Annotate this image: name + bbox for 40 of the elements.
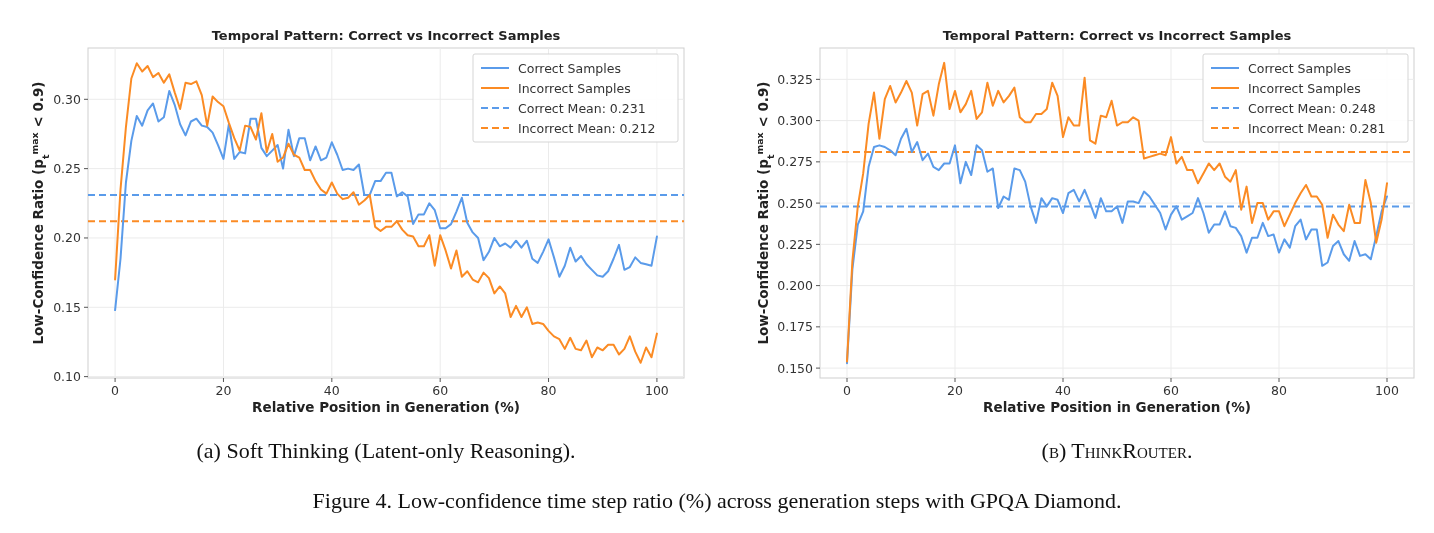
text: (b) ThinkRouter. [1041, 438, 1193, 463]
x-tick-label: 20 [947, 383, 963, 398]
x-tick-label: 80 [1271, 383, 1287, 398]
x-tick-label: 40 [1055, 383, 1071, 398]
chart-title: Temporal Pattern: Correct vs Incorrect Samples [942, 28, 1292, 43]
y-tick-label: 0.250 [777, 195, 814, 211]
y-tick-label: 0.150 [777, 360, 814, 376]
y-tick-label: 0.300 [777, 113, 814, 129]
x-tick-label: 20 [215, 383, 232, 398]
y-tick-label: 0.20 [53, 230, 82, 246]
x-tick-label: 100 [1375, 383, 1399, 398]
y-tick-label: 0.175 [777, 319, 813, 335]
y-tick-label: 0.10 [53, 369, 82, 385]
y-tick-label: 0.275 [777, 154, 813, 170]
legend-label: Incorrect Samples [518, 80, 631, 96]
x-axis-title: Relative Position in Generation (%) [983, 399, 1251, 415]
x-tick-label: 60 [432, 383, 449, 398]
caption: Figure 4. Low-confidence time step ratio (%) across generation steps with GPQA Diamond. [312, 488, 1122, 513]
legend-label: Correct Samples [518, 60, 621, 76]
y-tick-label: 0.30 [53, 91, 82, 107]
legend-label: Incorrect Mean: 0.212 [518, 120, 656, 136]
x-tick-label: 80 [540, 383, 557, 398]
legend-label: Incorrect Samples [1248, 80, 1361, 96]
y-tick-label: 0.325 [777, 71, 813, 87]
x-tick-label: 40 [323, 383, 340, 398]
x-tick-label: 60 [1163, 383, 1179, 398]
x-axis-title: Relative Position in Generation (%) [252, 399, 520, 415]
x-tick-label: 0 [843, 383, 852, 398]
y-tick-label: 0.225 [777, 236, 813, 252]
y-tick-label: 0.15 [53, 299, 81, 315]
chart-title: Temporal Pattern: Correct vs Incorrect Samples [211, 28, 561, 43]
legend-label: Correct Mean: 0.248 [1248, 100, 1376, 116]
y-tick-label: 0.200 [777, 278, 814, 294]
y-tick-label: 0.25 [53, 161, 81, 177]
text: (a) Soft Thinking (Latent-only Reasoning). [196, 438, 576, 463]
legend-label: Correct Mean: 0.231 [518, 100, 646, 116]
legend-label: Incorrect Mean: 0.281 [1248, 120, 1386, 136]
x-tick-label: 0 [111, 383, 120, 398]
x-tick-label: 100 [644, 383, 669, 398]
legend-label: Correct Samples [1248, 60, 1351, 76]
